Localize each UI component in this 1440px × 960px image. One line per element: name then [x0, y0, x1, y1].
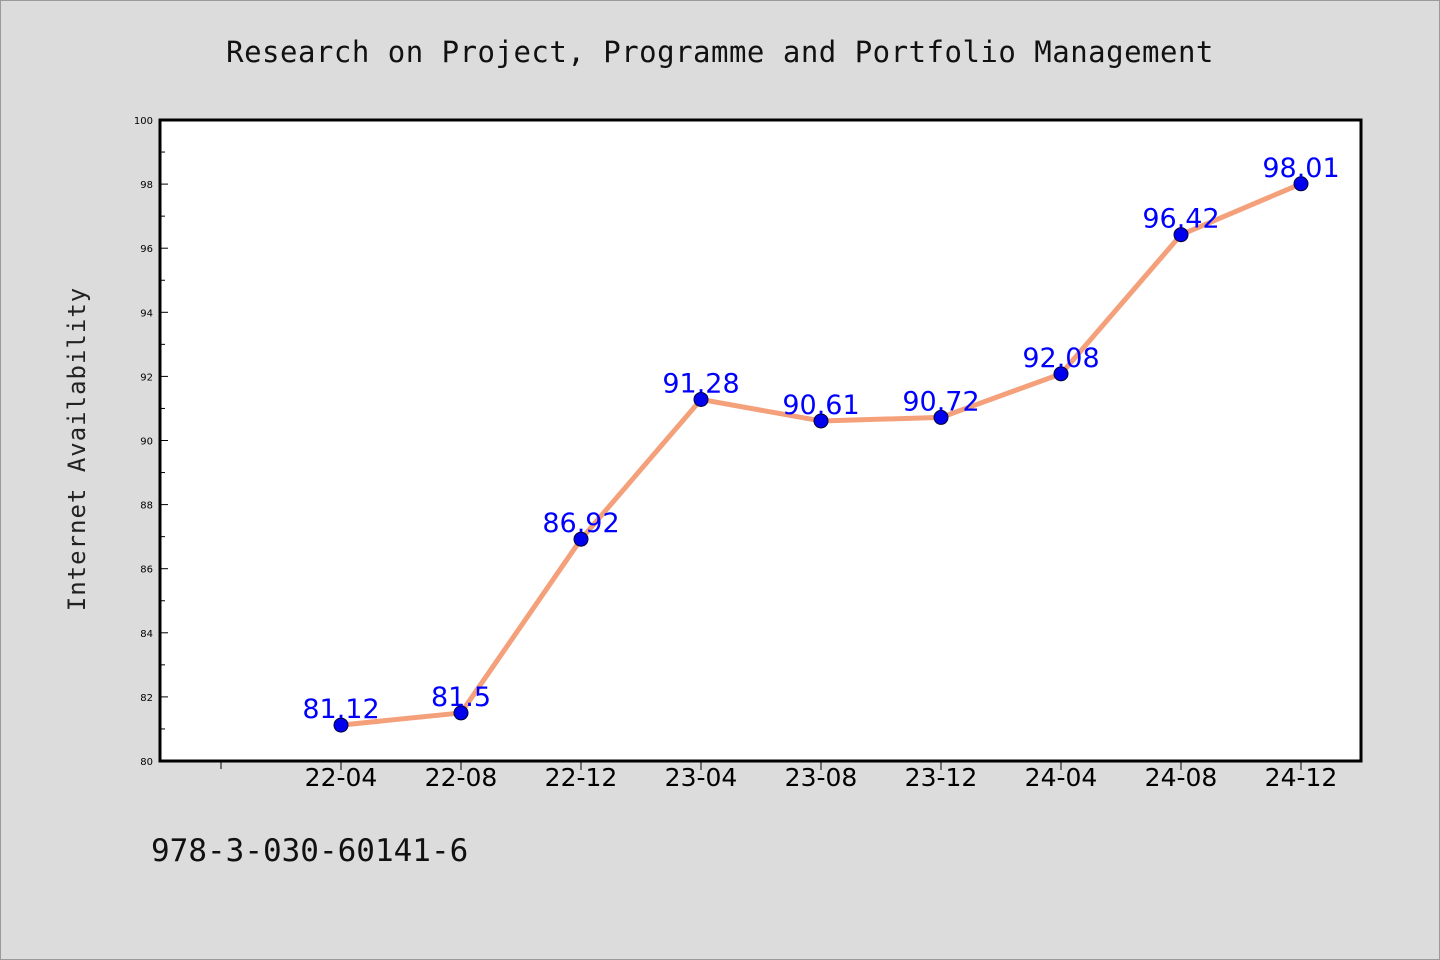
data-point — [573, 531, 589, 547]
x-tick-label: 22-12 — [545, 763, 618, 792]
plot-frame — [158, 118, 1363, 763]
x-tick-label: 22-08 — [425, 763, 498, 792]
y-tick-label: 90 — [140, 437, 153, 448]
x-tick-label: 24-12 — [1265, 763, 1338, 792]
data-label: 81.5 — [431, 682, 491, 713]
x-tick-label: 24-08 — [1145, 763, 1218, 792]
data-label: 86.92 — [542, 508, 619, 539]
data-label: 92.08 — [1022, 343, 1099, 374]
data-point — [813, 413, 829, 429]
y-tick-label: 98 — [140, 180, 153, 191]
data-point — [693, 391, 709, 407]
y-tick-label: 86 — [140, 565, 153, 576]
isbn-caption: 978-3-030-60141-6 — [151, 833, 469, 869]
x-tick-label: 23-12 — [905, 763, 978, 792]
data-label: 81.12 — [302, 694, 379, 725]
data-point — [933, 409, 949, 425]
y-tick-label: 84 — [140, 629, 153, 640]
data-point — [1053, 366, 1069, 382]
x-tick-label: 24-04 — [1025, 763, 1098, 792]
data-point — [333, 717, 349, 733]
data-label: 90.72 — [902, 386, 979, 417]
y-tick-label: 82 — [140, 693, 153, 704]
chart-title: Research on Project, Programme and Portf… — [226, 35, 1214, 69]
data-label: 98.01 — [1262, 153, 1339, 184]
y-tick-label: 92 — [140, 372, 153, 383]
y-tick-label: 100 — [134, 116, 153, 127]
y-tick-label: 94 — [140, 308, 153, 319]
data-label: 90.61 — [782, 390, 859, 421]
data-label: 91.28 — [662, 368, 739, 399]
x-tick-label: 23-08 — [785, 763, 858, 792]
data-point — [453, 705, 469, 721]
data-label: 96.42 — [1142, 204, 1219, 235]
y-tick-label: 88 — [140, 501, 153, 512]
y-tick-label: 80 — [140, 757, 153, 768]
data-point — [1293, 176, 1309, 192]
data-point — [1173, 227, 1189, 243]
y-tick-label: 96 — [140, 244, 153, 255]
x-tick-label: 23-04 — [665, 763, 738, 792]
plot-area — [160, 120, 1361, 761]
x-tick-label: 22-04 — [305, 763, 378, 792]
